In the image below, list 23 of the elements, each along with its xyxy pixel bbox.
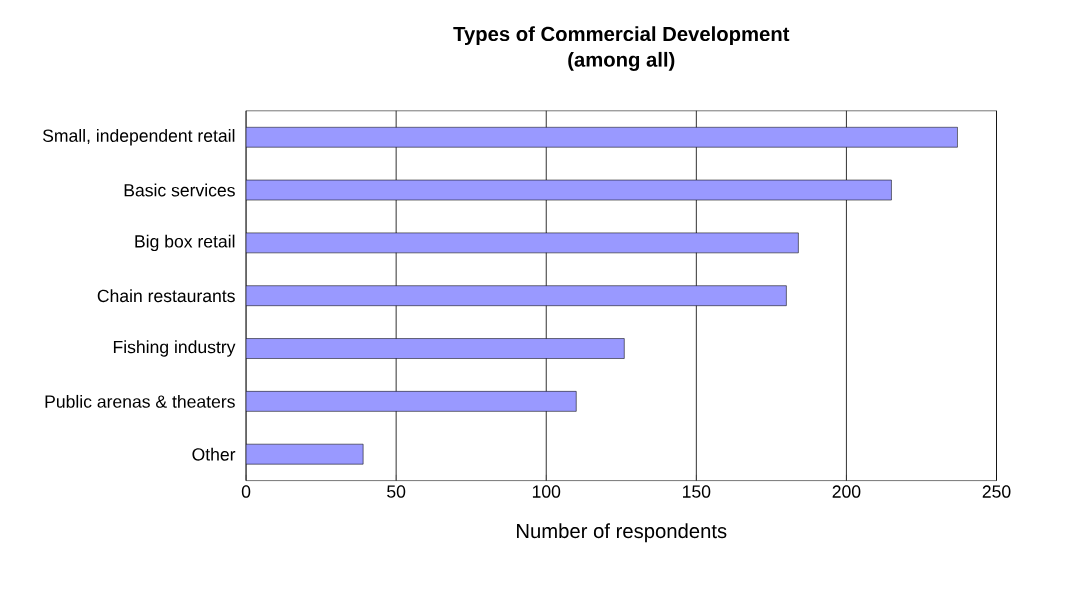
y-tick-label: Public arenas & theaters <box>45 394 235 408</box>
y-tick-label: Other <box>192 447 236 461</box>
x-tick-label: 0 <box>241 485 251 498</box>
x-tick-label: 250 <box>982 485 1011 498</box>
bar <box>246 443 364 465</box>
y-tick-label: Basic services <box>124 183 235 197</box>
bar <box>246 391 577 412</box>
bar <box>246 179 892 201</box>
x-tick-label: 150 <box>683 485 711 498</box>
x-axis-title: Number of respondents <box>517 523 727 543</box>
y-tick-label: Small, independent retail <box>42 129 235 146</box>
x-tick-label: 100 <box>532 485 561 498</box>
bar <box>246 232 799 254</box>
chart-subtitle: (among all) <box>568 51 675 71</box>
bar <box>246 285 787 306</box>
bar <box>246 338 625 359</box>
y-tick-label: Chain restaurants <box>97 289 235 303</box>
x-tick-label: 200 <box>832 485 861 498</box>
y-tick-label: Fishing industry <box>113 340 236 357</box>
chart-title: Types of Commercial Development <box>453 26 790 46</box>
x-tick-label: 50 <box>387 485 406 498</box>
bar <box>246 126 958 148</box>
y-tick-label: Big box retail <box>135 234 235 252</box>
